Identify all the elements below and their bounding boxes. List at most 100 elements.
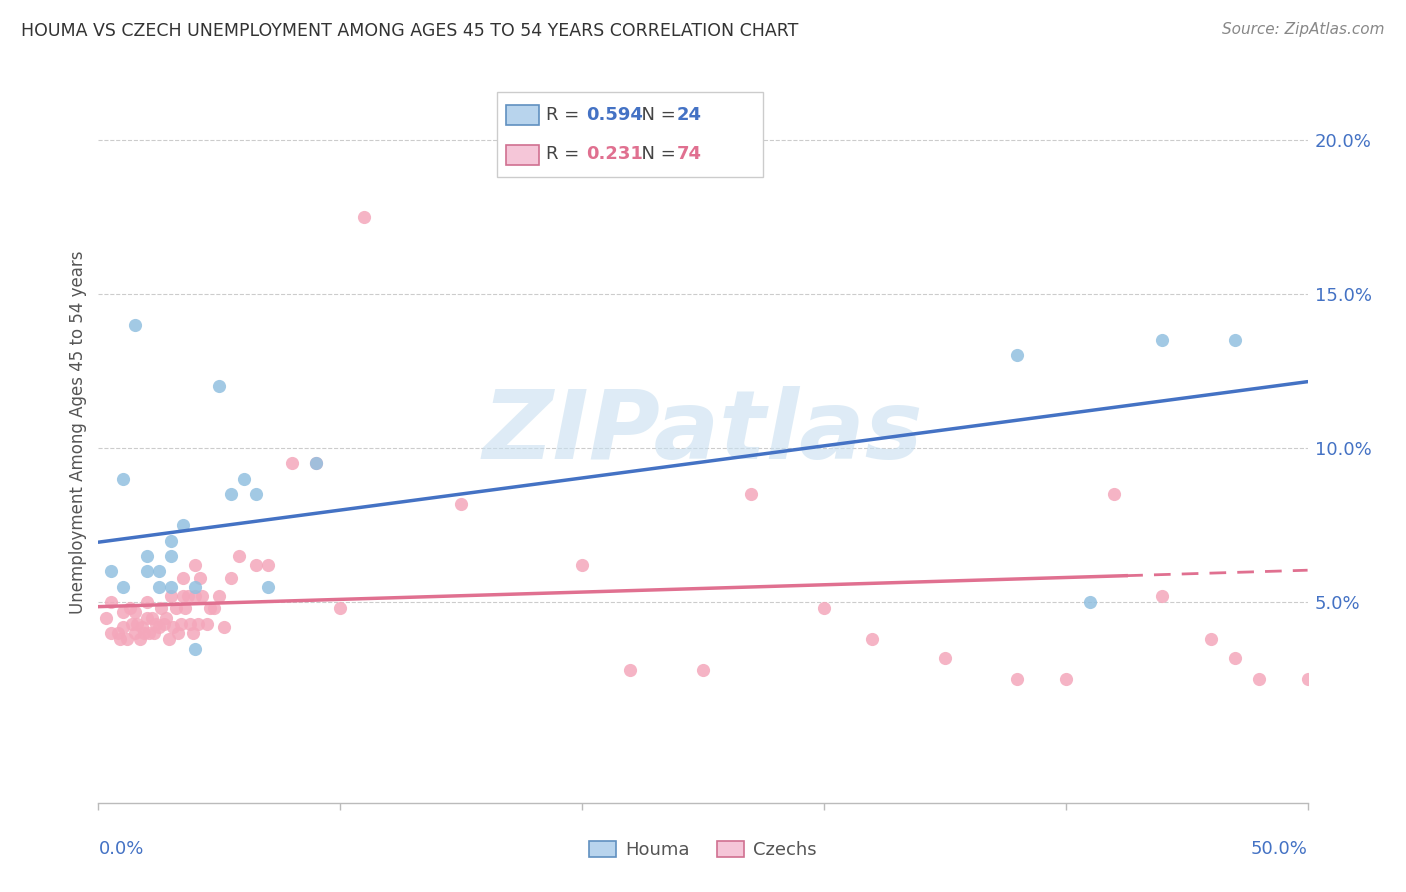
FancyBboxPatch shape bbox=[498, 92, 763, 178]
FancyBboxPatch shape bbox=[506, 145, 538, 164]
Text: 74: 74 bbox=[676, 145, 702, 163]
Point bbox=[256, 558, 278, 573]
Point bbox=[177, 589, 200, 603]
Point bbox=[281, 457, 304, 471]
Point bbox=[1249, 673, 1271, 687]
Point bbox=[184, 580, 207, 594]
Point bbox=[121, 616, 143, 631]
Point bbox=[160, 533, 183, 548]
Point bbox=[111, 620, 134, 634]
Point bbox=[208, 379, 231, 393]
Point bbox=[191, 589, 214, 603]
Point bbox=[108, 632, 131, 647]
Point bbox=[1102, 487, 1125, 501]
Point bbox=[172, 589, 194, 603]
Point bbox=[1007, 349, 1029, 363]
Point bbox=[221, 487, 243, 501]
Point bbox=[188, 571, 211, 585]
Point bbox=[934, 650, 956, 665]
Point bbox=[208, 589, 231, 603]
Point bbox=[195, 616, 218, 631]
Point bbox=[1054, 673, 1077, 687]
Point bbox=[172, 518, 194, 533]
Point bbox=[143, 626, 166, 640]
Legend: Houma, Czechs: Houma, Czechs bbox=[581, 831, 825, 868]
Point bbox=[232, 472, 254, 486]
Point bbox=[152, 616, 174, 631]
Point bbox=[134, 626, 156, 640]
Point bbox=[148, 620, 170, 634]
Point bbox=[111, 580, 134, 594]
Point bbox=[450, 497, 472, 511]
Point bbox=[135, 595, 157, 609]
Point bbox=[160, 589, 183, 603]
Point bbox=[165, 601, 187, 615]
Point bbox=[1199, 632, 1222, 647]
Text: ZIPatlas: ZIPatlas bbox=[482, 386, 924, 479]
Point bbox=[228, 549, 250, 563]
Text: N =: N = bbox=[630, 106, 682, 124]
Point bbox=[619, 663, 641, 677]
Point bbox=[198, 601, 221, 615]
Point bbox=[1223, 650, 1246, 665]
Text: 0.0%: 0.0% bbox=[98, 840, 143, 858]
Point bbox=[127, 616, 149, 631]
Point bbox=[100, 565, 122, 579]
Point bbox=[162, 620, 184, 634]
Point bbox=[155, 611, 177, 625]
Text: 0.231: 0.231 bbox=[586, 145, 643, 163]
Point bbox=[124, 318, 146, 332]
Point bbox=[204, 601, 226, 615]
Point bbox=[305, 457, 328, 471]
Point bbox=[1007, 673, 1029, 687]
Point bbox=[813, 601, 835, 615]
Point bbox=[117, 632, 139, 647]
Point bbox=[329, 601, 352, 615]
Point bbox=[148, 580, 170, 594]
Point bbox=[245, 558, 267, 573]
FancyBboxPatch shape bbox=[506, 105, 538, 126]
Point bbox=[1296, 673, 1319, 687]
Point bbox=[212, 620, 235, 634]
Point bbox=[353, 210, 375, 224]
Point bbox=[148, 565, 170, 579]
Point bbox=[692, 663, 714, 677]
Text: R =: R = bbox=[546, 106, 585, 124]
Point bbox=[167, 626, 190, 640]
Point bbox=[1152, 333, 1174, 347]
Point bbox=[157, 632, 180, 647]
Point bbox=[100, 595, 122, 609]
Point bbox=[174, 601, 197, 615]
Text: R =: R = bbox=[546, 145, 585, 163]
Point bbox=[141, 611, 163, 625]
Y-axis label: Unemployment Among Ages 45 to 54 years: Unemployment Among Ages 45 to 54 years bbox=[69, 251, 87, 615]
Point bbox=[571, 558, 593, 573]
Point bbox=[138, 626, 160, 640]
Point bbox=[172, 571, 194, 585]
Text: 0.594: 0.594 bbox=[586, 106, 643, 124]
Point bbox=[169, 616, 191, 631]
Point bbox=[111, 605, 134, 619]
Text: N =: N = bbox=[630, 145, 682, 163]
Point bbox=[1152, 589, 1174, 603]
Point bbox=[181, 626, 204, 640]
Point bbox=[184, 641, 207, 656]
Text: 24: 24 bbox=[676, 106, 702, 124]
Point bbox=[150, 601, 173, 615]
Point bbox=[1344, 497, 1367, 511]
Text: 50.0%: 50.0% bbox=[1251, 840, 1308, 858]
Point bbox=[135, 611, 157, 625]
Point bbox=[118, 601, 141, 615]
Point bbox=[135, 565, 157, 579]
Text: HOUMA VS CZECH UNEMPLOYMENT AMONG AGES 45 TO 54 YEARS CORRELATION CHART: HOUMA VS CZECH UNEMPLOYMENT AMONG AGES 4… bbox=[21, 22, 799, 40]
Point bbox=[145, 616, 167, 631]
Point bbox=[184, 589, 207, 603]
Point bbox=[245, 487, 267, 501]
Point bbox=[1078, 595, 1101, 609]
Text: Source: ZipAtlas.com: Source: ZipAtlas.com bbox=[1222, 22, 1385, 37]
Point bbox=[740, 487, 762, 501]
Point bbox=[160, 580, 183, 594]
Point bbox=[131, 620, 153, 634]
Point bbox=[107, 626, 129, 640]
Point bbox=[187, 616, 209, 631]
